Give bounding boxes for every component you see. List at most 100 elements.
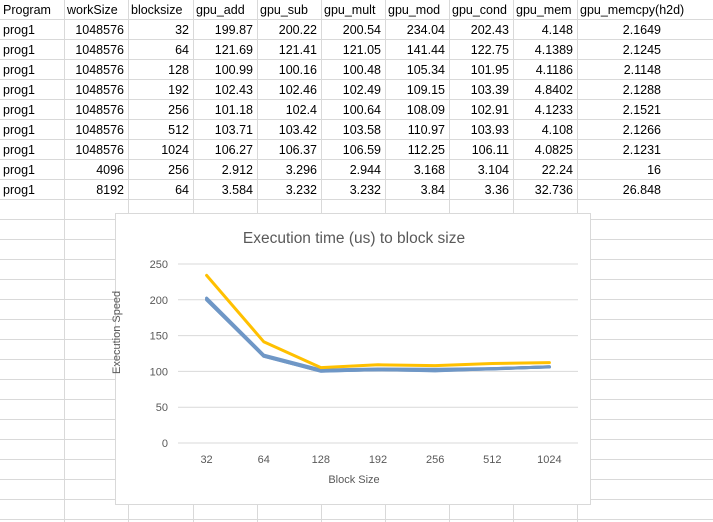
table-cell[interactable]: 26.848 (622, 183, 661, 197)
table-cell[interactable]: prog1 (3, 83, 35, 97)
table-cell[interactable]: 1048576 (75, 103, 124, 117)
table-cell[interactable]: 100.16 (278, 63, 317, 77)
table-cell[interactable]: prog1 (3, 163, 35, 177)
table-cell[interactable]: 512 (168, 123, 189, 137)
table-cell[interactable]: 3.232 (285, 183, 317, 197)
table-cell[interactable]: 3.232 (349, 183, 381, 197)
table-cell[interactable]: 106.59 (342, 143, 381, 157)
table-cell[interactable]: 109.15 (406, 83, 445, 97)
header-cell[interactable]: Program (3, 3, 51, 17)
table-cell[interactable]: prog1 (3, 143, 35, 157)
table-cell[interactable]: 4.1389 (534, 43, 573, 57)
table-cell[interactable]: 64 (175, 183, 189, 197)
header-cell[interactable]: gpu_memcpy(h2d) (580, 3, 685, 17)
table-cell[interactable]: 1048576 (75, 23, 124, 37)
table-cell[interactable]: 128 (168, 63, 189, 77)
table-cell[interactable]: 192 (168, 83, 189, 97)
table-cell[interactable]: 3.104 (477, 163, 509, 177)
table-cell[interactable]: 100.99 (214, 63, 253, 77)
table-cell[interactable]: 1024 (161, 143, 189, 157)
table-cell[interactable]: prog1 (3, 123, 35, 137)
table-cell[interactable]: 2.1649 (622, 23, 661, 37)
table-cell[interactable]: 106.27 (214, 143, 253, 157)
table-cell[interactable]: 103.71 (214, 123, 253, 137)
header-cell[interactable]: gpu_cond (452, 3, 507, 17)
table-cell[interactable]: 4.8402 (534, 83, 573, 97)
header-cell[interactable]: gpu_sub (260, 3, 308, 17)
table-cell[interactable]: 100.64 (342, 103, 381, 117)
table-cell[interactable]: 1048576 (75, 43, 124, 57)
table-cell[interactable]: 199.87 (214, 23, 253, 37)
table-cell[interactable]: 102.91 (470, 103, 509, 117)
table-cell[interactable]: 1048576 (75, 83, 124, 97)
table-cell[interactable]: 106.37 (278, 143, 317, 157)
table-cell[interactable]: 100.48 (342, 63, 381, 77)
table-cell[interactable]: prog1 (3, 103, 35, 117)
table-cell[interactable]: 101.18 (214, 103, 253, 117)
table-cell[interactable]: 2.912 (221, 163, 253, 177)
table-cell[interactable]: 256 (168, 163, 189, 177)
table-cell[interactable]: 103.93 (470, 123, 509, 137)
table-cell[interactable]: 112.25 (407, 143, 445, 157)
table-cell[interactable]: 32 (175, 23, 189, 37)
table-cell[interactable]: 121.41 (278, 43, 317, 57)
table-cell[interactable]: 3.84 (420, 183, 445, 197)
table-cell[interactable]: 2.1148 (623, 63, 661, 77)
table-cell[interactable]: 2.1266 (622, 123, 661, 137)
table-cell[interactable]: 2.1231 (622, 143, 661, 157)
table-cell[interactable]: 103.39 (470, 83, 509, 97)
table-cell[interactable]: 3.584 (221, 183, 253, 197)
line-chart[interactable]: Execution time (us) to block size 0 50 100… (111, 213, 591, 505)
table-cell[interactable]: 103.42 (278, 123, 317, 137)
table-cell[interactable]: 1048576 (75, 63, 124, 77)
table-cell[interactable]: 4.148 (541, 23, 573, 37)
table-cell[interactable]: 32.736 (534, 183, 573, 197)
table-cell[interactable]: 102.46 (278, 83, 317, 97)
header-cell[interactable]: gpu_add (196, 3, 245, 17)
table-cell[interactable]: 102.43 (214, 83, 253, 97)
table-cell[interactable]: 101.95 (470, 63, 509, 77)
table-cell[interactable]: 2.1245 (622, 43, 661, 57)
table-cell[interactable]: 121.69 (214, 43, 253, 57)
table-cell[interactable]: 234.04 (406, 23, 445, 37)
table-cell[interactable]: 16 (647, 163, 661, 177)
table-cell[interactable]: 256 (168, 103, 189, 117)
table-cell[interactable]: 110.97 (407, 123, 445, 137)
table-cell[interactable]: 2.1288 (622, 83, 661, 97)
table-cell[interactable]: 141.44 (406, 43, 445, 57)
table-cell[interactable]: prog1 (3, 63, 35, 77)
table-cell[interactable]: 102.49 (342, 83, 381, 97)
table-cell[interactable]: 105.34 (406, 63, 445, 77)
table-cell[interactable]: 4.0825 (534, 143, 573, 157)
table-cell[interactable]: 102.4 (285, 103, 317, 117)
table-cell[interactable]: 1048576 (75, 143, 124, 157)
header-cell[interactable]: workSize (67, 3, 118, 17)
table-cell[interactable]: 4.108 (541, 123, 573, 137)
table-cell[interactable]: 22.24 (541, 163, 573, 177)
table-cell[interactable]: 3.296 (285, 163, 317, 177)
table-cell[interactable]: 103.58 (342, 123, 381, 137)
table-cell[interactable]: 4.1186 (535, 63, 573, 77)
table-cell[interactable]: 4096 (96, 163, 124, 177)
table-cell[interactable]: 122.75 (470, 43, 509, 57)
header-cell[interactable]: gpu_mult (324, 3, 376, 17)
header-cell[interactable]: blocksize (131, 3, 183, 17)
table-cell[interactable]: 3.168 (413, 163, 445, 177)
table-cell[interactable]: 2.944 (349, 163, 381, 177)
table-cell[interactable]: 8192 (96, 183, 124, 197)
table-cell[interactable]: prog1 (3, 23, 35, 37)
table-cell[interactable]: 108.09 (406, 103, 445, 117)
table-cell[interactable]: 106.11 (471, 143, 509, 157)
table-cell[interactable]: 64 (175, 43, 189, 57)
table-cell[interactable]: prog1 (3, 43, 35, 57)
header-cell[interactable]: gpu_mod (388, 3, 441, 17)
table-cell[interactable]: prog1 (3, 183, 35, 197)
table-cell[interactable]: 121.05 (342, 43, 381, 57)
table-cell[interactable]: 2.1521 (622, 103, 661, 117)
table-cell[interactable]: 200.54 (342, 23, 381, 37)
table-cell[interactable]: 202.43 (470, 23, 509, 37)
table-cell[interactable]: 4.1233 (534, 103, 573, 117)
table-cell[interactable]: 1048576 (75, 123, 124, 137)
header-cell[interactable]: gpu_mem (516, 3, 572, 17)
table-cell[interactable]: 200.22 (278, 23, 317, 37)
